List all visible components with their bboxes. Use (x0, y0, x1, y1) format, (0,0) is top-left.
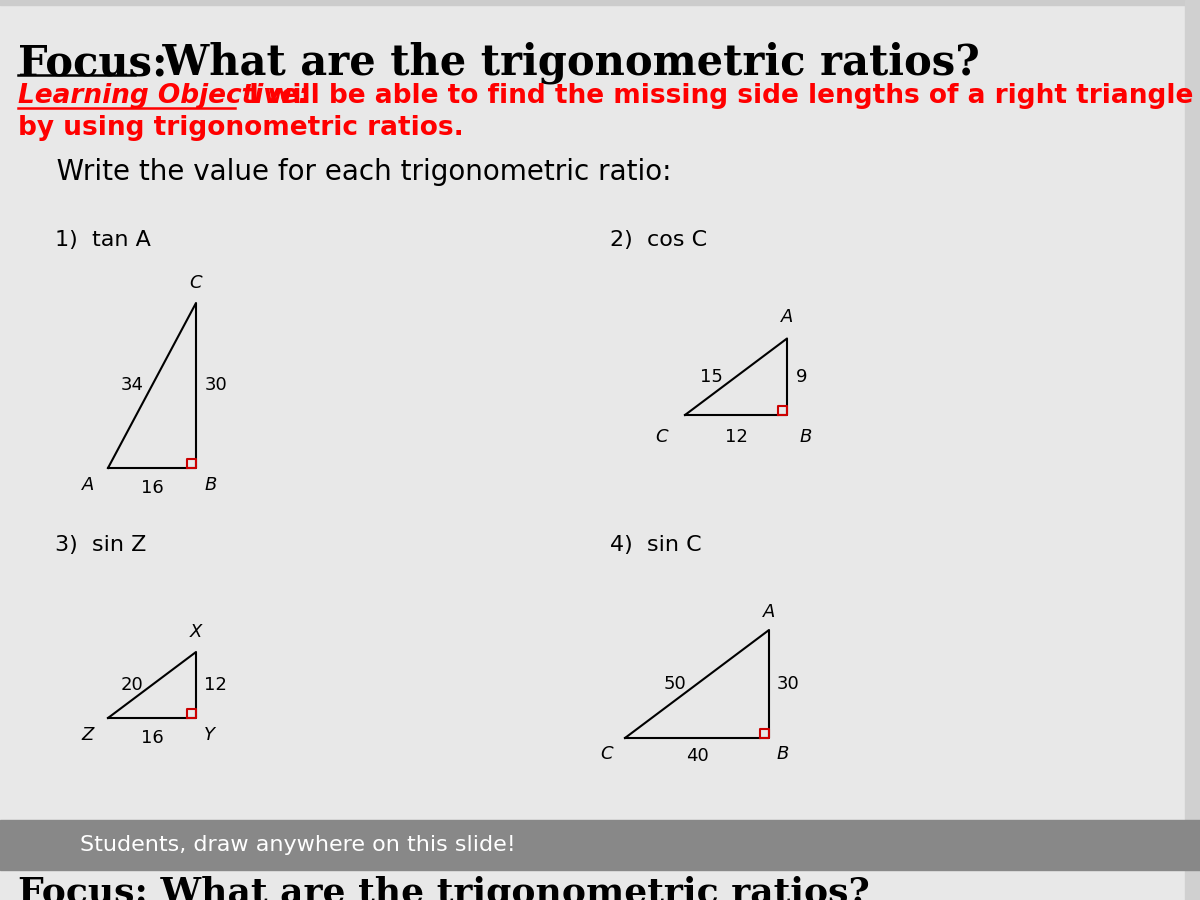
Text: 15: 15 (701, 368, 724, 386)
Text: Write the value for each trigonometric ratio:: Write the value for each trigonometric r… (30, 158, 672, 186)
Text: 12: 12 (725, 428, 748, 446)
Text: Learning Objective:: Learning Objective: (18, 83, 308, 109)
Text: A: A (763, 603, 775, 621)
Text: by using trigonometric ratios.: by using trigonometric ratios. (18, 115, 463, 141)
Text: X: X (190, 623, 202, 641)
Text: 4)  sin C: 4) sin C (610, 535, 702, 555)
Text: C: C (600, 745, 612, 763)
Text: B: B (776, 745, 788, 763)
Text: 40: 40 (685, 747, 708, 765)
Text: 1)  tan A: 1) tan A (55, 230, 151, 250)
Text: Students, draw anywhere on this slide!: Students, draw anywhere on this slide! (80, 835, 516, 855)
Text: Focus: What are the trigonometric ratios?: Focus: What are the trigonometric ratios… (18, 875, 870, 900)
Text: Focus:: Focus: (18, 42, 168, 84)
Text: B: B (799, 428, 812, 446)
Text: Z: Z (82, 726, 95, 744)
Text: 30: 30 (204, 376, 227, 394)
Text: C: C (190, 274, 203, 292)
Text: 34: 34 (121, 376, 144, 394)
Text: 50: 50 (664, 675, 686, 693)
Text: 16: 16 (140, 479, 163, 497)
Text: A: A (82, 476, 95, 494)
Text: 12: 12 (204, 676, 227, 694)
Text: I will be able to find the missing side lengths of a right triangle: I will be able to find the missing side … (240, 83, 1193, 109)
Text: 20: 20 (121, 676, 144, 694)
Text: Y: Y (204, 726, 215, 744)
Text: B: B (204, 476, 217, 494)
Text: What are the trigonometric ratios?: What are the trigonometric ratios? (148, 42, 979, 85)
Bar (0, 820, 1200, 870)
Text: C: C (655, 428, 668, 446)
Text: 2)  cos C: 2) cos C (610, 230, 707, 250)
Bar (1186, 0, 1200, 900)
Text: 9: 9 (796, 368, 808, 386)
Text: 3)  sin Z: 3) sin Z (55, 535, 146, 555)
Text: 16: 16 (140, 729, 163, 747)
Text: A: A (781, 308, 793, 326)
Text: 30: 30 (776, 675, 799, 693)
Bar (0, 0, 1200, 5)
